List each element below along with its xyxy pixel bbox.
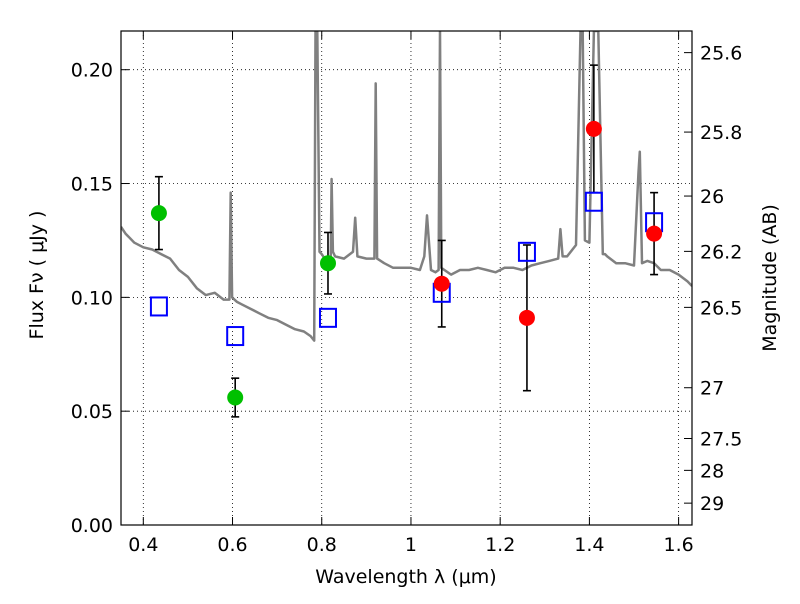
grid-lines bbox=[121, 31, 692, 526]
x-axis-title: Wavelength λ (μm) bbox=[315, 566, 496, 588]
model-square-marker bbox=[584, 191, 603, 212]
y2-tick-label: 29 bbox=[700, 493, 724, 515]
y2-tick-label: 28 bbox=[700, 460, 724, 482]
x-tick-label: 1.2 bbox=[485, 534, 515, 556]
right-y-axis-title: Magnitude (AB) bbox=[759, 204, 781, 352]
photometry-point bbox=[150, 205, 167, 222]
y2-tick-label: 26 bbox=[700, 186, 724, 208]
model-square-marker bbox=[226, 326, 245, 347]
y-axis-title: Flux Fν ( μJy ) bbox=[26, 211, 48, 340]
spectrum-line bbox=[121, 31, 692, 342]
y-tick-label: 0.05 bbox=[71, 401, 113, 423]
y2-tick-label: 25.6 bbox=[700, 43, 742, 65]
y2-tick-label: 25.8 bbox=[700, 122, 742, 144]
y-tick-label: 0.10 bbox=[71, 287, 113, 309]
spectrum-series bbox=[121, 31, 692, 342]
y2-tick-label: 26.2 bbox=[700, 241, 742, 263]
photometry-point bbox=[227, 389, 244, 406]
photometry-point bbox=[433, 275, 450, 292]
plot-frame bbox=[120, 30, 693, 526]
model-square-marker bbox=[149, 296, 168, 317]
y2-tick-label: 27 bbox=[700, 378, 724, 400]
photometry-point bbox=[319, 255, 336, 272]
y-tick-label: 0.00 bbox=[71, 515, 113, 537]
y2-tick-label: 27.5 bbox=[700, 428, 742, 450]
y2-tick-label: 26.5 bbox=[700, 297, 742, 319]
x-tick-label: 1.4 bbox=[574, 534, 604, 556]
y-tick-label: 0.15 bbox=[71, 174, 113, 196]
axes: 0.4 0.6 0.8 1 1.2 1.4 1.6 0.00 0.05 0.10 0.15 0.20 2… bbox=[71, 30, 742, 556]
photometry-point bbox=[518, 309, 535, 326]
photometry-point bbox=[585, 120, 602, 137]
x-tick-label: 0.8 bbox=[307, 534, 337, 556]
data-markers bbox=[149, 120, 664, 406]
x-tick-label: 0.4 bbox=[128, 534, 158, 556]
x-tick-label: 1 bbox=[405, 534, 417, 556]
x-tick-label: 1.6 bbox=[664, 534, 694, 556]
photometry-point bbox=[646, 225, 663, 242]
model-square-marker bbox=[318, 307, 337, 328]
x-tick-label: 0.6 bbox=[217, 534, 247, 556]
model-square-marker bbox=[517, 241, 536, 262]
y-tick-label: 0.20 bbox=[71, 60, 113, 82]
